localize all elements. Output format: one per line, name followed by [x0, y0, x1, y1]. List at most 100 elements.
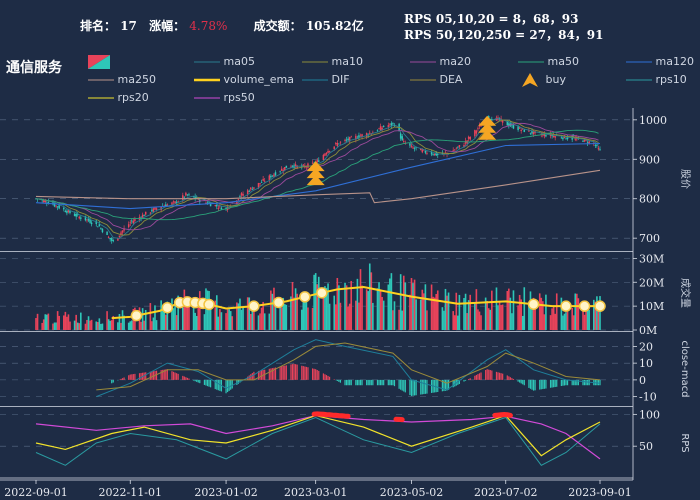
candle-body	[174, 201, 176, 204]
macd-bar	[324, 374, 326, 380]
volume-bar	[67, 314, 70, 330]
rps-highlight	[492, 411, 513, 418]
volume-bar	[582, 304, 584, 330]
macd-bar	[182, 375, 184, 380]
candle-body	[585, 139, 587, 141]
volume-bar	[262, 301, 264, 330]
rps-highlight	[311, 411, 351, 419]
volume-bar	[552, 306, 555, 330]
candle-body	[154, 207, 156, 210]
macd-bar	[565, 379, 567, 386]
macd-bar	[345, 379, 348, 386]
volume-bar	[453, 315, 456, 330]
candle-body	[552, 135, 555, 138]
volume-bar	[583, 314, 586, 330]
candle-body	[480, 125, 482, 127]
macd-bar	[413, 379, 416, 396]
candle-body	[307, 163, 309, 168]
candle-body	[89, 219, 91, 223]
volume-bar	[508, 288, 510, 330]
volume-bar	[140, 321, 142, 330]
volume-bar	[432, 296, 434, 330]
macd-bar	[290, 364, 292, 380]
candle-body	[350, 136, 352, 138]
candle-body	[562, 137, 564, 140]
macd-bar	[573, 379, 575, 386]
macd-bar	[350, 379, 352, 386]
volume-bar	[466, 313, 468, 330]
volume-bar	[195, 315, 198, 330]
macd-bar	[336, 379, 338, 382]
candle-body	[517, 126, 519, 131]
volume-bar	[100, 323, 102, 330]
legend-item-rps20: rps20	[88, 91, 149, 104]
volume-bar	[42, 319, 45, 330]
volume-bar	[443, 310, 445, 330]
volume-bar	[382, 300, 385, 330]
rps50-line	[35, 414, 601, 460]
macd-bar	[390, 379, 392, 386]
macd-bar	[145, 372, 147, 380]
candle-body	[129, 222, 132, 224]
macd-bar	[370, 379, 372, 386]
macd-bar	[273, 367, 275, 380]
volume-bar	[290, 296, 292, 330]
candle-body	[393, 124, 396, 127]
dea-swatch-icon	[410, 79, 436, 81]
volume-bar	[458, 294, 461, 330]
volume-bar	[181, 307, 184, 330]
candle-body	[273, 174, 275, 177]
candle-body	[551, 135, 553, 137]
candle-body	[80, 217, 82, 219]
price-ytick-label: 700	[639, 232, 660, 245]
macd-bar	[128, 375, 130, 380]
legend-item-dea: DEA	[410, 73, 462, 86]
candle-body	[76, 214, 79, 216]
candle-body	[251, 189, 254, 190]
volume-bar	[423, 293, 425, 330]
macd-bar	[302, 366, 304, 380]
volume-bar	[469, 294, 472, 330]
candle-body	[134, 219, 136, 222]
volume-bar	[517, 305, 519, 330]
volume-bar	[240, 309, 243, 330]
volume-bar	[283, 304, 286, 330]
candle-body	[120, 232, 122, 235]
volume-ytick-label: 20M	[639, 276, 664, 289]
macd-bar	[511, 378, 513, 380]
volume-bar	[274, 302, 277, 330]
rps10-line	[35, 416, 601, 466]
volume-ema-marker	[161, 301, 174, 314]
candle-body	[185, 192, 187, 196]
macd-bar	[443, 379, 445, 392]
volume-bar	[463, 298, 465, 330]
candle-body	[543, 133, 546, 136]
volume-bar	[474, 302, 476, 330]
volume-bar	[143, 320, 145, 330]
macd-bar	[338, 379, 340, 382]
macd-bar	[171, 371, 173, 380]
volume-bar	[410, 278, 413, 330]
volume-bar	[270, 290, 272, 330]
legend-label: ma05	[223, 55, 255, 68]
volume-bar	[64, 311, 67, 330]
macd-bar	[520, 379, 522, 384]
macd-bar	[291, 364, 294, 380]
macd-bar	[227, 379, 229, 393]
candle-body	[322, 154, 325, 161]
macd-bar	[486, 369, 488, 380]
macd-bar	[441, 379, 443, 392]
volume-bar	[46, 314, 48, 330]
volume-bar	[149, 303, 152, 330]
legend-label: rps10	[655, 73, 687, 86]
volume-bar	[120, 322, 122, 330]
volume-bar	[325, 287, 328, 330]
candle-body	[188, 194, 190, 196]
volume-bar	[518, 294, 521, 330]
candle-body	[282, 170, 284, 172]
candle-body	[344, 139, 346, 141]
candle-body	[63, 207, 65, 210]
macd-bar	[203, 379, 206, 385]
rps10-swatch-icon	[626, 79, 652, 81]
macd-bar	[379, 379, 382, 386]
